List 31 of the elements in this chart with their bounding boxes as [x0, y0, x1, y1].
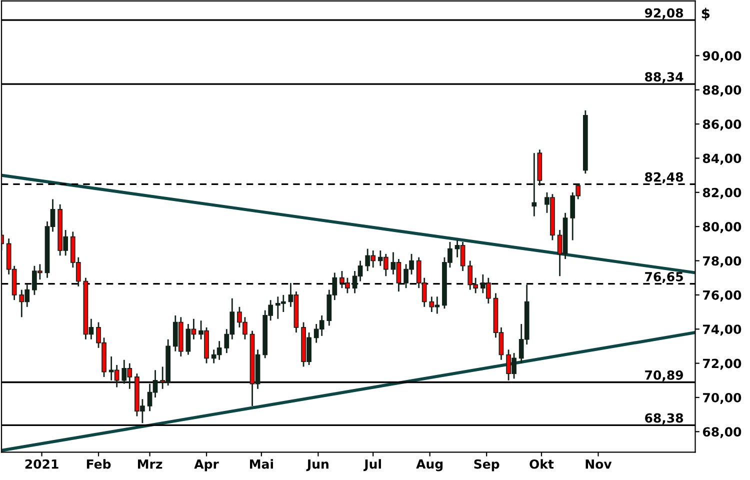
y-tick-label: 68,00 [702, 427, 742, 438]
candlestick [532, 152, 537, 217]
x-tick-label: Okt [530, 459, 554, 469]
ref-line-label: 68,38 [645, 413, 684, 424]
x-tick-label: Sep [474, 459, 500, 472]
x-tick-label: 2021 [25, 459, 58, 469]
ref-line-label: 76,65 [645, 272, 683, 283]
ref-line-label: 92,08 [644, 8, 684, 20]
y-tick-label: 82,00 [702, 188, 742, 199]
ref-line-label: 88,34 [645, 72, 684, 84]
x-tick-label: Nov [586, 459, 612, 469]
y-tick-label: 80,00 [702, 222, 742, 234]
y-tick-label: 84,00 [702, 154, 742, 165]
x-tick-label: Jul [363, 459, 381, 472]
x-tick-label: Apr [194, 459, 219, 472]
y-tick-label: 72,00 [703, 358, 742, 370]
y-tick-label: 76,00 [703, 290, 742, 302]
ref-line-label: 70,89 [645, 370, 683, 382]
y-tick-label: 88,00 [702, 85, 742, 96]
y-axis-title: $ [702, 8, 710, 20]
x-tick-label: Mrz [138, 459, 162, 469]
ref-line-label: 82,48 [645, 172, 684, 184]
x-tick-label: Mai [250, 459, 273, 469]
y-tick-label: 90,00 [702, 51, 742, 62]
y-tick-label: 78,00 [703, 256, 742, 268]
x-tick-label: Aug [416, 459, 443, 472]
y-tick-label: 74,00 [703, 324, 742, 336]
y-tick-label: 86,00 [702, 119, 742, 131]
x-tick-label: Jun [306, 459, 328, 472]
y-tick-label: 70,00 [703, 392, 742, 404]
x-tick-label: Feb [86, 459, 111, 469]
